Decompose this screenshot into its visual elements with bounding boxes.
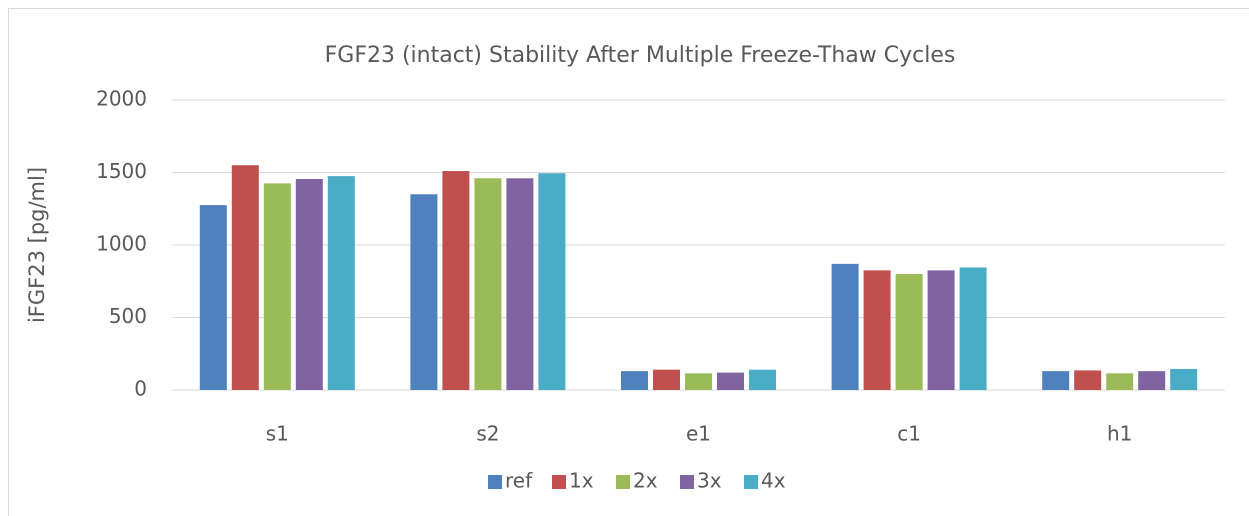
legend-label: 1x [569, 469, 594, 493]
bar [231, 165, 259, 390]
bar [621, 371, 648, 390]
legend-swatch [744, 475, 758, 489]
legend-label: ref [505, 469, 533, 493]
legend-swatch [680, 475, 694, 489]
bar [959, 267, 987, 390]
bar [506, 178, 534, 390]
x-tick-label: s1 [266, 422, 289, 446]
y-tick-label: 500 [109, 304, 147, 328]
x-tick-label: h1 [1107, 422, 1132, 446]
x-tick-label: e1 [686, 422, 711, 446]
legend-swatch [616, 475, 630, 489]
legend-label: 2x [633, 469, 658, 493]
bar [1170, 368, 1198, 390]
bar [1138, 371, 1166, 390]
bar [1074, 370, 1102, 390]
chart-border [8, 8, 1249, 516]
y-axis-label: iFGF23 [pg/ml] [25, 167, 49, 323]
legend-swatch [552, 475, 566, 489]
bar [1042, 371, 1070, 390]
legend-label: 3x [697, 469, 722, 493]
bar [685, 373, 712, 390]
bar [263, 183, 291, 390]
bar [749, 369, 776, 390]
bar [327, 176, 355, 390]
chart-title: FGF23 (intact) Stability After Multiple … [325, 43, 956, 68]
bar [927, 270, 955, 390]
y-tick-label: 1000 [96, 232, 147, 256]
y-tick-label: 1500 [96, 159, 147, 183]
bar [442, 171, 470, 390]
legend-label: 4x [761, 469, 786, 493]
legend-swatch [488, 475, 502, 489]
x-tick-label: s2 [476, 422, 499, 446]
bar [863, 270, 891, 390]
y-tick-label: 0 [134, 377, 147, 401]
bar [410, 194, 438, 390]
bar [295, 179, 323, 390]
x-tick-label: c1 [897, 422, 921, 446]
bar [895, 274, 923, 390]
bar [474, 178, 502, 390]
y-tick-label: 2000 [96, 87, 147, 111]
bar [1106, 373, 1134, 390]
bar [717, 372, 744, 390]
bar [538, 173, 566, 390]
bar [831, 263, 859, 390]
bar [653, 369, 680, 390]
bar [199, 205, 227, 390]
